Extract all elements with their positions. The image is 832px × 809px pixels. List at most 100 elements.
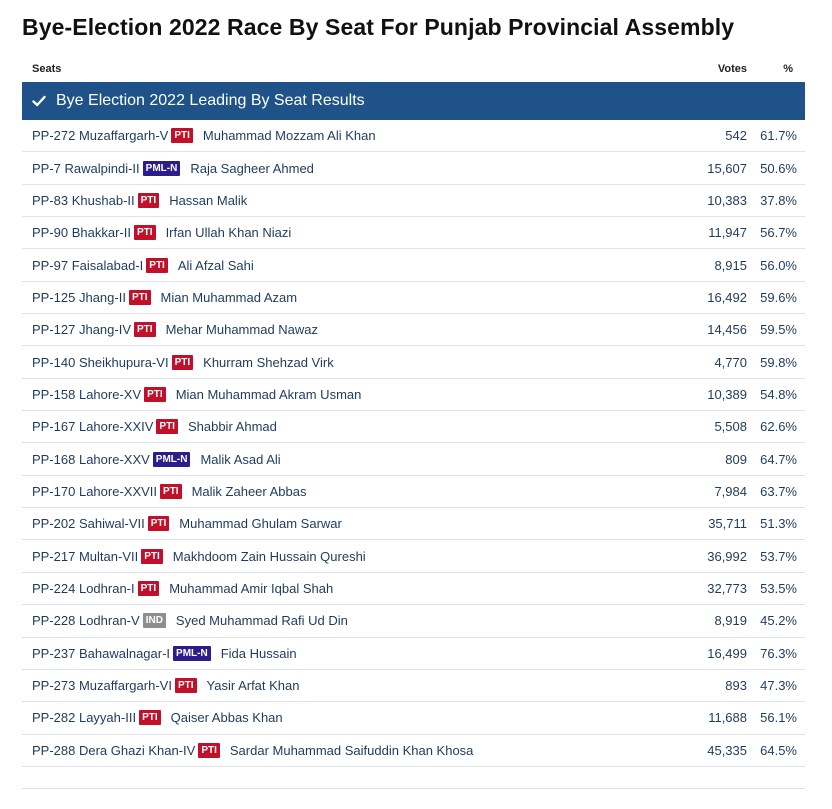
seat-name[interactable]: PP-127 Jhang-IV: [32, 322, 132, 338]
vote-percentage: 56.7%: [760, 225, 797, 241]
seat-name[interactable]: PP-125 Jhang-II: [32, 289, 126, 305]
seat-name[interactable]: PP-282 Layyah-III: [32, 710, 137, 726]
table-row[interactable]: PP-228 Lodhran-V IND Syed Muhammad Rafi Ud…: [22, 605, 805, 638]
candidate-name[interactable]: Muhammad Mozzam Ali Khan: [202, 128, 376, 144]
seat-name[interactable]: PP-224 Lodhran-I: [32, 580, 135, 596]
party-badge: PTI: [134, 322, 156, 338]
column-header-votes: Votes: [717, 63, 747, 75]
table-column-header: Seats Votes %: [22, 63, 805, 77]
table-row[interactable]: PP-288 Dera Ghazi Khan-IV PTI Sardar Muham…: [22, 735, 805, 767]
candidate-name[interactable]: Khurram Shehzad Virk: [203, 354, 334, 370]
seat-name[interactable]: PP-170 Lahore-XXVII: [32, 483, 158, 499]
candidate-name[interactable]: Yasir Arfat Khan: [206, 678, 300, 694]
candidate-name[interactable]: Irfan Ullah Khan Niazi: [165, 225, 292, 241]
party-badge: PTI: [144, 386, 166, 402]
party-badge: PML-N: [173, 645, 211, 661]
seat-name[interactable]: PP-228 Lodhran-V: [32, 613, 140, 629]
column-header-seats: Seats: [32, 63, 62, 75]
vote-count: 32,773: [707, 580, 747, 596]
candidate-name[interactable]: Muhammad Amir Iqbal Shah: [169, 580, 334, 596]
seat-name[interactable]: PP-288 Dera Ghazi Khan-IV: [32, 742, 196, 758]
table-row[interactable]: PP-90 Bhakkar-II PTI Irfan Ullah Khan Niaz…: [22, 217, 805, 250]
candidate-name[interactable]: Sardar Muhammad Saifuddin Khan Khosa: [229, 742, 474, 758]
seat-name[interactable]: PP-168 Lahore-XXV: [32, 451, 150, 467]
table-row[interactable]: PP-272 Muzaffargarh-V PTI Muhammad Mozzam …: [22, 120, 805, 153]
vote-percentage: 76.3%: [760, 645, 797, 661]
vote-percentage: 51.3%: [760, 516, 797, 532]
vote-percentage: 56.1%: [760, 710, 797, 726]
party-badge: PTI: [171, 128, 193, 144]
party-badge: PTI: [128, 289, 151, 305]
party-badge: PTI: [156, 419, 178, 435]
table-row[interactable]: PP-168 Lahore-XXV PML-N Malik Asad Ali 809 6…: [22, 443, 805, 476]
vote-count: 10,389: [707, 386, 747, 402]
vote-count: 45,335: [707, 742, 747, 758]
party-badge: PTI: [146, 257, 168, 273]
seat-name[interactable]: PP-272 Muzaffargarh-V: [32, 128, 169, 144]
vote-count: 4,770: [714, 354, 747, 370]
party-badge: PTI: [171, 354, 194, 370]
vote-count: 7,984: [714, 483, 747, 499]
seat-name[interactable]: PP-167 Lahore-XXIV: [32, 419, 154, 435]
candidate-name[interactable]: Mian Muhammad Azam: [160, 289, 298, 305]
page-title: Bye-Election 2022 Race By Seat For Punja…: [22, 14, 735, 40]
vote-count: 8,919: [714, 613, 747, 629]
candidate-name[interactable]: Raja Sagheer Ahmed: [190, 160, 314, 176]
seat-name[interactable]: PP-158 Lahore-XV: [32, 386, 142, 402]
candidate-name[interactable]: Malik Asad Ali: [200, 451, 281, 467]
candidate-name[interactable]: Malik Zaheer Abbas: [191, 483, 307, 499]
table-row[interactable]: PP-127 Jhang-IV PTI Mehar Muhammad Nawaz 14…: [22, 314, 805, 347]
seat-name[interactable]: PP-237 Bahawalnagar-I: [32, 645, 171, 661]
seat-name[interactable]: PP-202 Sahiwal-VII: [32, 516, 145, 532]
seat-name[interactable]: PP-90 Bhakkar-II: [32, 225, 131, 241]
seat-name[interactable]: PP-217 Multan-VII: [32, 548, 139, 564]
table-row[interactable]: PP-170 Lahore-XXVII PTI Malik Zaheer Abbas…: [22, 476, 805, 509]
vote-percentage: 54.8%: [760, 386, 797, 402]
vote-percentage: 63.7%: [760, 483, 797, 499]
seat-name[interactable]: PP-97 Faisalabad-I: [32, 257, 144, 273]
table-row[interactable]: PP-140 Sheikhupura-VI PTI Khurram Shehzad …: [22, 346, 805, 379]
vote-count: 10,383: [707, 192, 747, 208]
table-row[interactable]: PP-224 Lodhran-I PTI Muhammad Amir Iqbal S…: [22, 573, 805, 606]
table-row[interactable]: PP-167 Lahore-XXIV PTI Shabbir Ahmad 5,508 6…: [22, 411, 805, 444]
seat-name[interactable]: PP-83 Khushab-II: [32, 192, 135, 208]
table-row[interactable]: PP-202 Sahiwal-VII PTI Muhammad Ghulam Sar…: [22, 508, 805, 541]
candidate-name[interactable]: Qaiser Abbas Khan: [170, 710, 283, 726]
party-badge: PTI: [160, 483, 182, 499]
seat-name[interactable]: PP-273 Muzaffargarh-VI: [32, 678, 172, 694]
vote-count: 893: [725, 678, 747, 694]
vote-count: 15,607: [707, 160, 747, 176]
candidate-name[interactable]: Hassan Malik: [169, 192, 248, 208]
candidate-name[interactable]: Mian Muhammad Akram Usman: [175, 386, 362, 402]
table-row[interactable]: PP-97 Faisalabad-I PTI Ali Afzal Sahi 8,915…: [22, 249, 805, 282]
vote-percentage: 64.5%: [760, 742, 797, 758]
candidate-name[interactable]: Mehar Muhammad Nawaz: [165, 322, 319, 338]
candidate-name[interactable]: Ali Afzal Sahi: [177, 257, 254, 273]
candidate-name[interactable]: Shabbir Ahmad: [187, 419, 277, 435]
table-row[interactable]: PP-7 Rawalpindi-II PML-N Raja Sagheer Ahme…: [22, 152, 805, 185]
table-row[interactable]: PP-83 Khushab-II PTI Hassan Malik 10,383 37.…: [22, 185, 805, 218]
vote-percentage: 64.7%: [760, 451, 797, 467]
vote-percentage: 45.2%: [760, 613, 797, 629]
vote-percentage: 37.8%: [760, 192, 797, 208]
candidate-name[interactable]: Muhammad Ghulam Sarwar: [179, 516, 342, 532]
table-row[interactable]: PP-237 Bahawalnagar-I PML-N Fida Hussain 16…: [22, 638, 805, 670]
seat-name[interactable]: PP-140 Sheikhupura-VI: [32, 354, 169, 370]
vote-percentage: 53.5%: [760, 580, 797, 596]
table-row[interactable]: PP-158 Lahore-XV PTI Mian Muhammad Akram U…: [22, 379, 805, 412]
table-row[interactable]: PP-125 Jhang-II PTI Mian Muhammad Azam 16,4…: [22, 282, 805, 315]
vote-percentage: 59.6%: [760, 289, 797, 305]
table-row[interactable]: PP-217 Multan-VII PTI Makhdoom Zain Hussai…: [22, 540, 805, 573]
vote-percentage: 59.8%: [760, 354, 797, 370]
candidate-name[interactable]: Fida Hussain: [220, 645, 297, 661]
table-row[interactable]: PP-273 Muzaffargarh-VI PTI Yasir Arfat Kha…: [22, 670, 805, 703]
party-badge: PTI: [139, 710, 161, 726]
table-row[interactable]: PP-282 Layyah-III PTI Qaiser Abbas Khan 11,…: [22, 702, 805, 735]
results-section-header[interactable]: Bye Election 2022 Leading By Seat Result…: [22, 82, 805, 120]
candidate-name[interactable]: Syed Muhammad Rafi Ud Din: [175, 613, 348, 629]
results-table: PP-272 Muzaffargarh-V PTI Muhammad Mozzam …: [22, 120, 805, 767]
vote-count: 8,915: [714, 257, 747, 273]
seat-name[interactable]: PP-7 Rawalpindi-II: [32, 160, 140, 176]
candidate-name[interactable]: Makhdoom Zain Hussain Qureshi: [172, 548, 366, 564]
party-badge: PML-N: [152, 451, 191, 467]
